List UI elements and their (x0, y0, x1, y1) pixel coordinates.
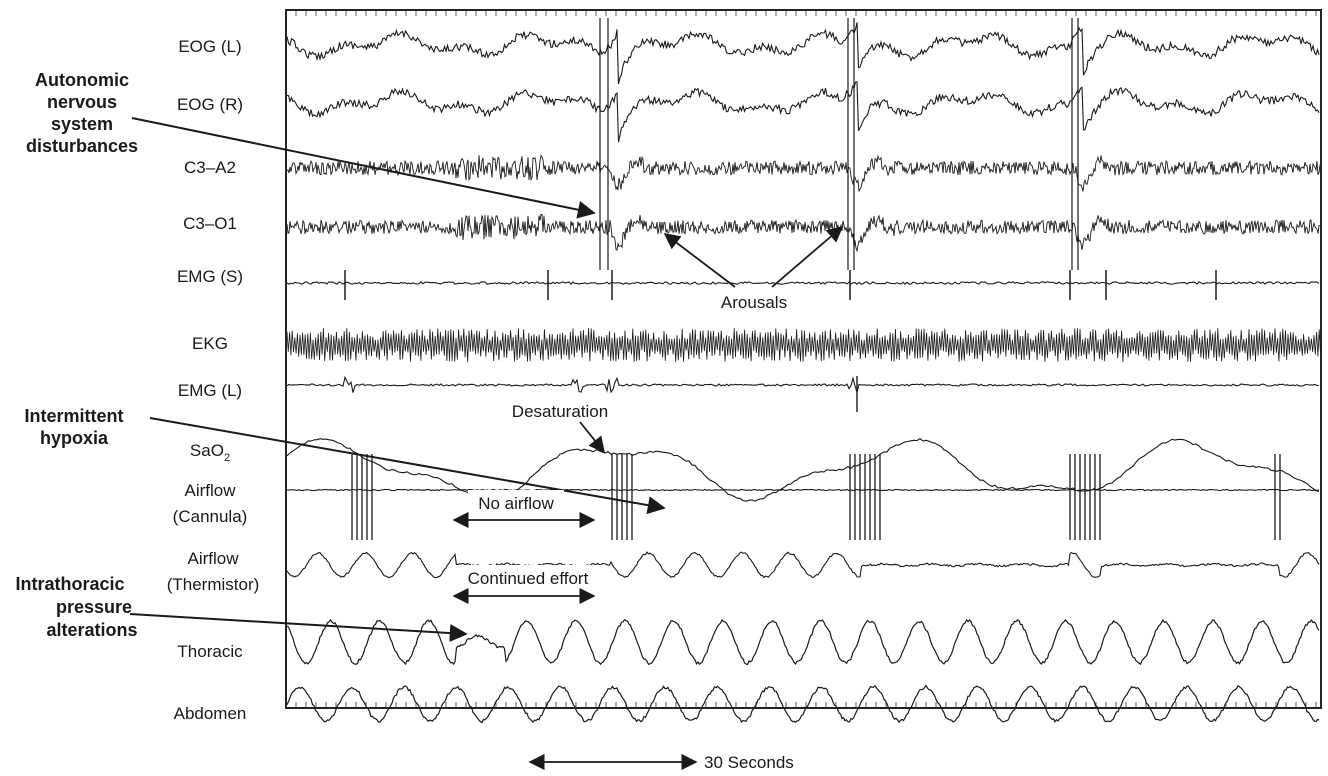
no-airflow-label-bg (468, 490, 564, 514)
annotation-arousals: Arousals (663, 225, 844, 314)
no-airflow-label: No airflow (478, 494, 554, 513)
channel-label-c3a2: C3–A2 (184, 158, 236, 177)
desaturation-label-bg (504, 398, 618, 422)
eog-r-trace (286, 80, 1320, 143)
callout-autonomic-line-4: disturbances (26, 136, 138, 156)
continued-effort-label-bg (452, 565, 604, 591)
time-scale: 30 Seconds (528, 753, 794, 772)
callout-intrathoracic-line-1: Intrathoracic (15, 574, 124, 594)
callout-intrathoracic-line-3: alterations (46, 620, 137, 640)
eog-l-trace (286, 22, 1320, 85)
airflow-cannula-trace (286, 488, 1320, 492)
continued-effort-label: Continued effort (468, 569, 589, 588)
channel-label-airflow-cannula: Airflow (184, 481, 236, 500)
emg-l-trace (286, 375, 1319, 395)
channel-labels: EOG (L) EOG (R) C3–A2 C3–O1 EMG (S) EKG … (167, 37, 260, 723)
callout-intrathoracic-arrow (129, 613, 468, 643)
emg-s-trace (286, 281, 1320, 286)
callout-hypoxia: Intermittent hypoxia (25, 406, 666, 515)
channel-label-airflow-thermistor-2: (Thermistor) (167, 575, 260, 594)
abdomen-trace (286, 684, 1320, 724)
desaturation-arrow (579, 421, 606, 454)
channel-label-ekg: EKG (192, 334, 228, 353)
airflow-thermistor-trace (286, 551, 1320, 579)
callout-hypoxia-line-1: Intermittent (25, 406, 124, 426)
callout-autonomic-line-1: Autonomic (35, 70, 129, 90)
recording-frame (285, 9, 1322, 709)
channel-label-sao2: SaO2 (190, 441, 230, 464)
annotation-continued-effort: Continued effort (452, 565, 604, 605)
callout-autonomic: Autonomic nervous system disturbances (26, 70, 596, 219)
callout-autonomic-line-3: system (51, 114, 113, 134)
channel-label-eog-r: EOG (R) (177, 95, 243, 114)
c3a2-trace (286, 154, 1321, 192)
callout-hypoxia-arrow (149, 417, 666, 515)
channel-label-emg-l: EMG (L) (178, 381, 242, 400)
arousals-label: Arousals (721, 293, 787, 312)
channel-label-thoracic: Thoracic (177, 642, 243, 661)
channel-label-eog-l: EOG (L) (178, 37, 241, 56)
callout-autonomic-arrow (131, 117, 596, 219)
annotation-desaturation: Desaturation (504, 398, 618, 454)
arousals-label-bg (708, 288, 800, 314)
callout-hypoxia-line-2: hypoxia (40, 428, 109, 448)
channel-label-airflow-thermistor: Airflow (187, 549, 239, 568)
arousals-arrow-left (663, 233, 736, 288)
channel-label-c3o1: C3–O1 (183, 214, 237, 233)
thoracic-trace (286, 618, 1320, 666)
c3o1-trace (286, 213, 1321, 253)
sao2-trace (286, 438, 1320, 502)
waveform-traces (286, 18, 1321, 724)
channel-label-abdomen: Abdomen (174, 704, 247, 723)
arousals-arrow-right (771, 225, 844, 288)
desaturation-label: Desaturation (512, 402, 608, 421)
annotation-no-airflow: No airflow (452, 490, 596, 529)
time-scale-label: 30 Seconds (704, 753, 794, 771)
callout-intrathoracic: Intrathoracic pressure alterations (15, 574, 468, 643)
callout-intrathoracic-line-2: pressure (56, 597, 132, 617)
callout-autonomic-line-2: nervous (47, 92, 117, 112)
frame-ticks (295, 10, 1317, 708)
channel-label-emg-s: EMG (S) (177, 267, 243, 286)
channel-label-airflow-cannula-2: (Cannula) (173, 507, 248, 526)
ekg-trace (286, 327, 1321, 363)
